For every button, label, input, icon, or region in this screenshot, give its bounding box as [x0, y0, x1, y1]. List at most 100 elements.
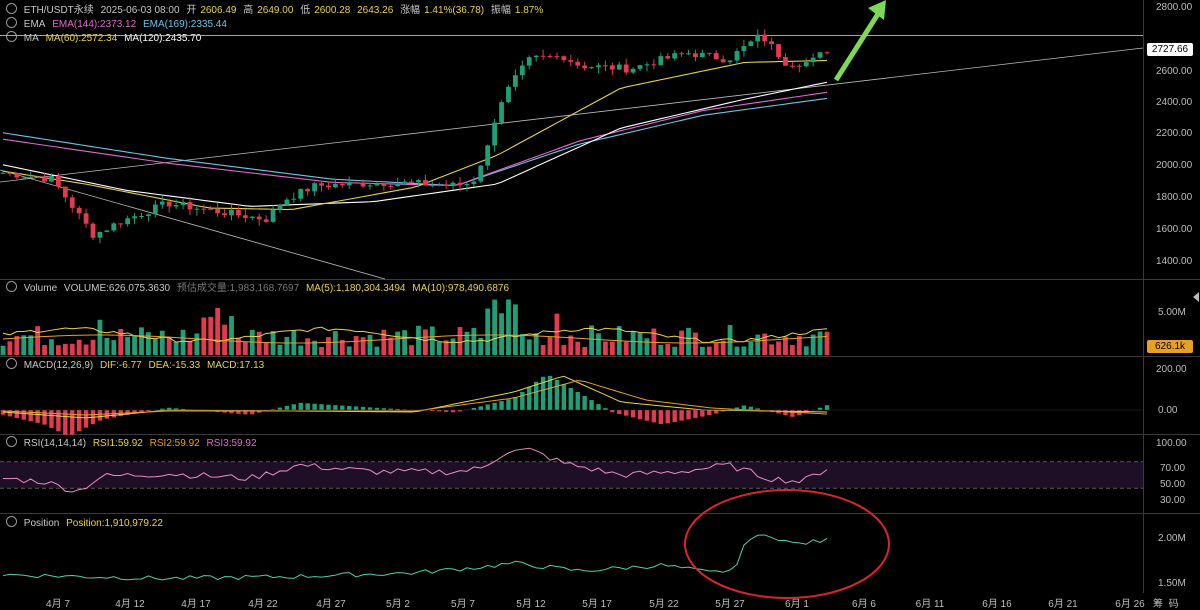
macd-histogram-bar — [35, 410, 39, 423]
volume-bar — [631, 331, 636, 355]
volume-bar — [14, 336, 19, 355]
macd-histogram-bar — [354, 406, 358, 410]
volume-bar — [28, 335, 33, 355]
candle-body — [395, 183, 400, 186]
volume-bar — [354, 336, 359, 355]
volume-bar — [319, 347, 324, 355]
macd-histogram-bar — [686, 410, 690, 419]
candle-body — [686, 53, 691, 54]
macd-histogram-bar — [527, 387, 531, 410]
candle-body — [84, 213, 89, 223]
candle-body — [139, 216, 144, 217]
volume-bar — [77, 340, 82, 355]
volume-bar — [638, 333, 643, 355]
macd-histogram-bar — [77, 410, 81, 431]
candle-body — [368, 185, 373, 186]
candle-body — [416, 180, 421, 182]
candle-body — [35, 177, 40, 178]
macd-histogram-bar — [451, 410, 455, 412]
macd-histogram-bar — [326, 405, 330, 410]
volume-bar — [665, 344, 670, 355]
volume-bar — [375, 347, 380, 355]
volume-bar — [825, 332, 830, 355]
macd-histogram-bar — [596, 404, 600, 410]
candle-body — [257, 217, 262, 220]
volume-bar — [49, 339, 54, 355]
volume-bar — [63, 344, 68, 355]
macd-histogram-bar — [499, 401, 503, 410]
macd-histogram-bar — [672, 410, 676, 422]
volume-bar — [236, 338, 241, 355]
candle-body — [707, 53, 712, 54]
candle-body — [49, 176, 54, 182]
volume-bar — [776, 341, 781, 355]
ema144-line — [3, 92, 827, 185]
candle-body — [444, 185, 449, 186]
candle-body — [229, 210, 234, 215]
candle-body — [506, 87, 511, 102]
volume-bar — [742, 346, 747, 355]
candle-body — [589, 67, 594, 68]
volume-bar — [458, 327, 463, 355]
candle-body — [423, 180, 428, 185]
volume-bar — [492, 300, 497, 355]
candle-body — [188, 202, 193, 209]
candle-body — [645, 64, 650, 65]
volume-bar — [402, 330, 407, 355]
candle-body — [181, 202, 186, 205]
volume-bar — [707, 347, 712, 355]
volume-bar — [603, 342, 608, 355]
volume-bar — [769, 344, 774, 355]
candle-body — [762, 35, 767, 42]
candle-body — [347, 182, 352, 185]
macd-histogram-bar — [610, 410, 614, 412]
candle-body — [271, 210, 276, 222]
candle-body — [755, 35, 760, 42]
volume-bar — [555, 314, 560, 355]
macd-histogram-bar — [472, 408, 476, 410]
volume-bar — [174, 341, 179, 355]
volume-bar — [423, 329, 428, 355]
macd-histogram-bar — [375, 408, 379, 410]
volume-bar — [132, 336, 137, 355]
volume-bar — [305, 338, 310, 355]
candle-body — [167, 202, 172, 207]
candle-body — [91, 224, 96, 238]
volume-bar — [264, 343, 269, 355]
macd-histogram-bar — [28, 410, 32, 421]
candle-body — [575, 62, 580, 66]
volume-bar — [610, 342, 615, 355]
candle-body — [811, 58, 816, 62]
candle-body — [42, 177, 47, 181]
volume-bar — [645, 338, 650, 355]
candle-body — [125, 218, 130, 224]
candle-body — [735, 51, 740, 60]
volume-bar — [70, 344, 75, 355]
macd-histogram-bar — [42, 410, 46, 425]
volume-bar — [56, 345, 61, 355]
volume-bar — [582, 347, 587, 355]
candle-body — [728, 61, 733, 63]
volume-bar — [215, 308, 220, 355]
candle-body — [617, 65, 622, 70]
macd-histogram-bar — [693, 410, 697, 418]
macd-histogram-bar — [576, 392, 580, 410]
macd-histogram-bar — [285, 406, 289, 410]
macd-histogram-bar — [562, 384, 566, 410]
candle-body — [561, 56, 566, 60]
volume-bar — [596, 333, 601, 355]
candle-body — [174, 205, 179, 206]
volume-bar — [451, 339, 456, 355]
candle-body — [284, 200, 289, 205]
volume-bar — [91, 340, 96, 355]
volume-bar — [181, 330, 186, 355]
candle-body — [402, 182, 407, 184]
volume-bar — [188, 341, 193, 355]
macd-histogram-bar — [652, 410, 656, 422]
volume-bar — [194, 333, 199, 355]
macd-histogram-bar — [361, 407, 365, 410]
volume-bar — [430, 327, 435, 355]
candle-body — [243, 215, 248, 218]
candle-body — [56, 176, 61, 187]
